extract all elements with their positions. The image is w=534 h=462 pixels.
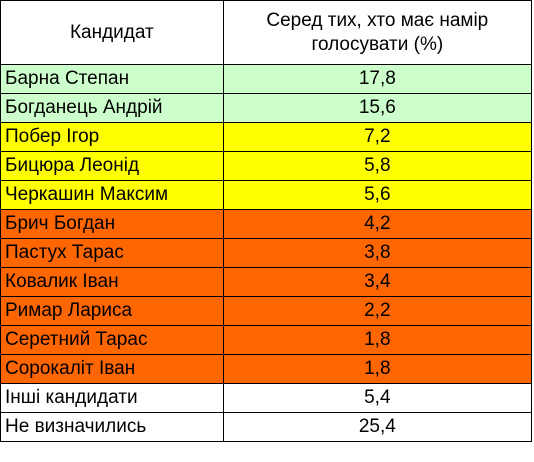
table-row: Ковалик Іван 3,4 (0, 267, 533, 297)
table-body: Барна Степан 17,8 Богданець Андрій 15,6 … (0, 64, 533, 442)
table-row: Побер Ігор 7,2 (0, 122, 533, 152)
table-row: Пастух Тарас 3,8 (0, 238, 533, 268)
table-row: Брич Богдан 4,2 (0, 209, 533, 239)
vote-share: 5,6 (222, 180, 533, 210)
vote-share: 4,2 (222, 209, 533, 239)
vote-share: 15,6 (222, 93, 533, 123)
table-row: Богданець Андрій 15,6 (0, 93, 533, 123)
candidate-name: Римар Лариса (0, 296, 224, 326)
candidate-name: Ковалик Іван (0, 267, 224, 297)
table-row: Барна Степан 17,8 (0, 64, 533, 94)
vote-share: 5,4 (222, 383, 533, 413)
vote-share: 3,8 (222, 238, 533, 268)
vote-share: 2,2 (222, 296, 533, 326)
table-row: Черкашин Максим 5,6 (0, 180, 533, 210)
vote-share: 1,8 (222, 354, 533, 384)
candidate-name: Не визначились (0, 412, 224, 442)
vote-share: 25,4 (222, 412, 533, 442)
table-row: Сорокаліт Іван 1,8 (0, 354, 533, 384)
candidate-name: Серетний Тарас (0, 325, 224, 355)
candidate-name: Брич Богдан (0, 209, 224, 239)
table-row: Бицюра Леонід 5,8 (0, 151, 533, 181)
table-row: Римар Лариса 2,2 (0, 296, 533, 326)
vote-share: 3,4 (222, 267, 533, 297)
candidate-name: Бицюра Леонід (0, 151, 224, 181)
candidate-name: Інші кандидати (0, 383, 224, 413)
header-row: Кандидат Серед тих, хто має намір голосу… (0, 0, 533, 65)
candidate-name: Богданець Андрій (0, 93, 224, 123)
vote-share: 1,8 (222, 325, 533, 355)
candidate-name: Сорокаліт Іван (0, 354, 224, 384)
candidate-name: Черкашин Максим (0, 180, 224, 210)
table-row: Не визначились 25,4 (0, 412, 533, 442)
candidate-name: Побер Ігор (0, 122, 224, 152)
table-row: Інші кандидати 5,4 (0, 383, 533, 413)
table-row: Серетний Тарас 1,8 (0, 325, 533, 355)
header-vote-share: Серед тих, хто має намір голосувати (%) (222, 0, 533, 65)
vote-share: 17,8 (222, 64, 533, 94)
candidate-name: Барна Степан (0, 64, 224, 94)
candidate-name: Пастух Тарас (0, 238, 224, 268)
header-candidate: Кандидат (0, 0, 224, 65)
vote-share: 5,8 (222, 151, 533, 181)
results-table: Кандидат Серед тих, хто має намір голосу… (0, 0, 533, 442)
vote-share: 7,2 (222, 122, 533, 152)
